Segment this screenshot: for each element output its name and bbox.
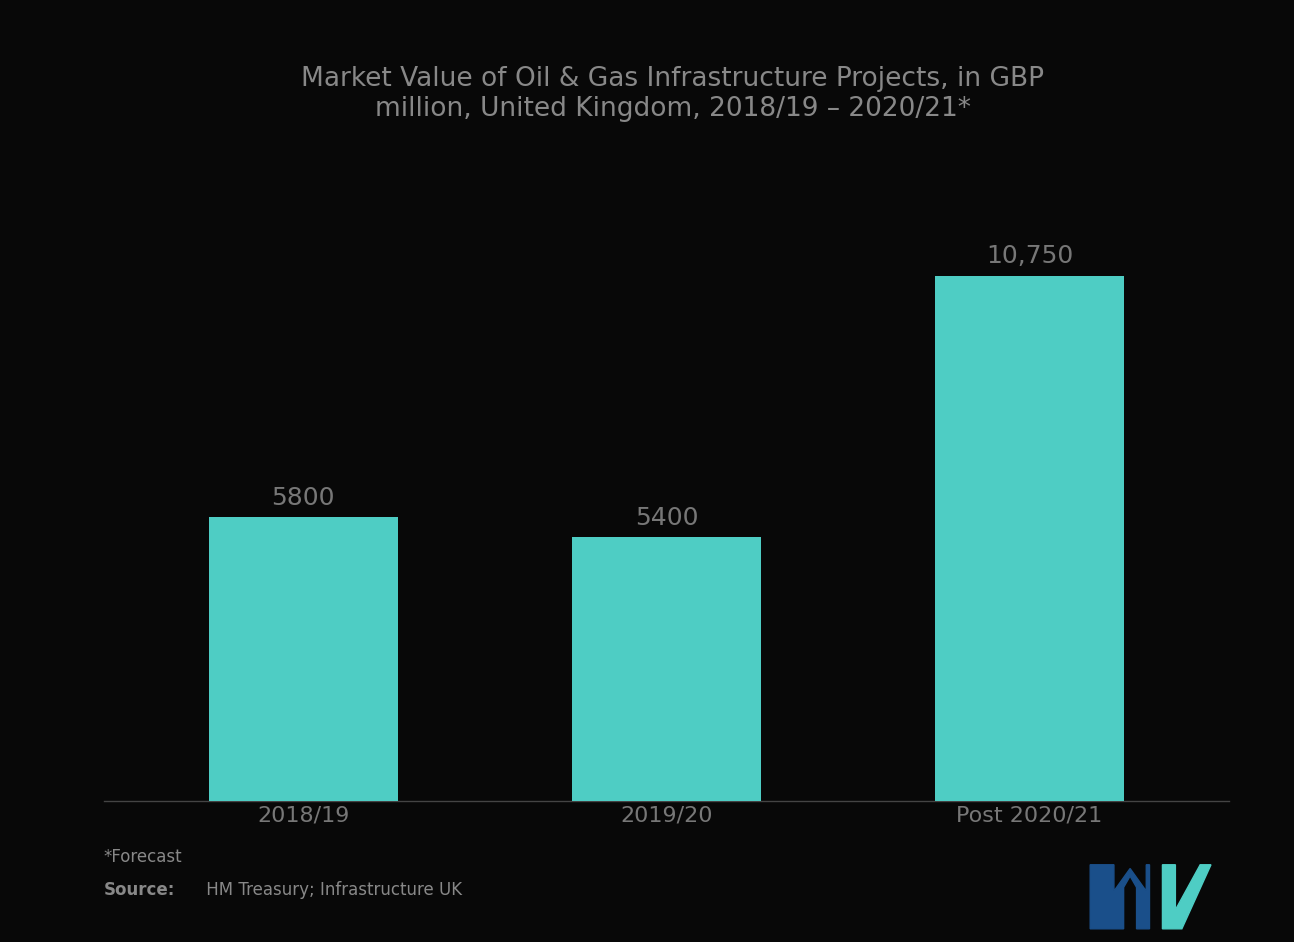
Text: Source:: Source:	[104, 881, 175, 899]
Text: 5400: 5400	[634, 506, 699, 529]
Polygon shape	[1162, 865, 1211, 929]
Text: 10,750: 10,750	[986, 244, 1073, 268]
Text: *Forecast: *Forecast	[104, 848, 182, 866]
Text: Market Value of Oil & Gas Infrastructure Projects, in GBP
million, United Kingdo: Market Value of Oil & Gas Infrastructure…	[302, 66, 1044, 122]
Polygon shape	[1090, 865, 1149, 929]
Bar	[208, 517, 397, 801]
Text: HM Treasury; Infrastructure UK: HM Treasury; Infrastructure UK	[201, 881, 462, 899]
Bar	[936, 276, 1124, 801]
Bar	[572, 537, 761, 801]
Text: 5800: 5800	[272, 486, 335, 510]
